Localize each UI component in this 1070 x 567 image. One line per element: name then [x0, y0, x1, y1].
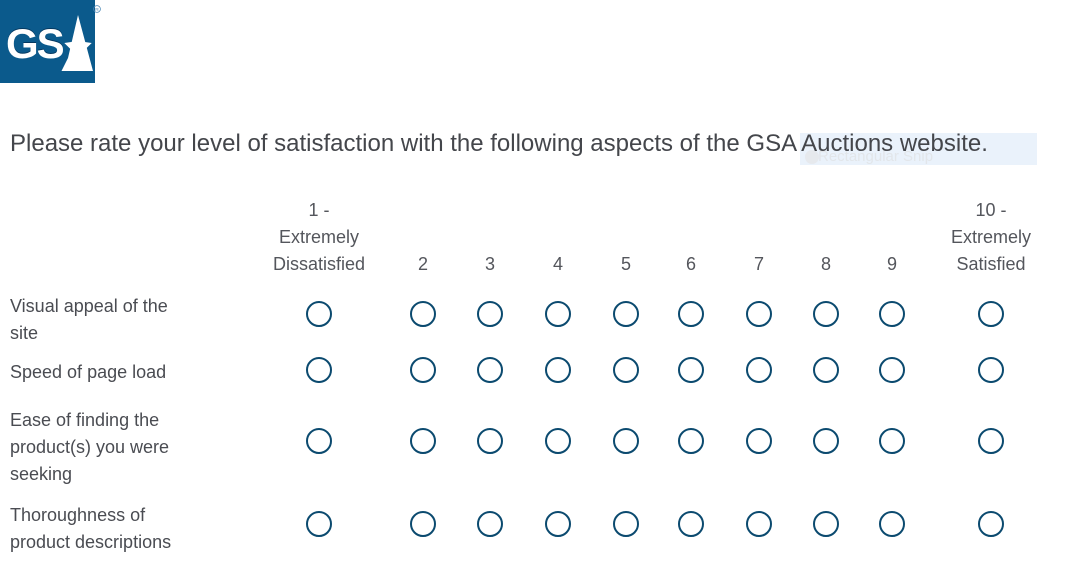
svg-text:R: R [95, 7, 99, 13]
